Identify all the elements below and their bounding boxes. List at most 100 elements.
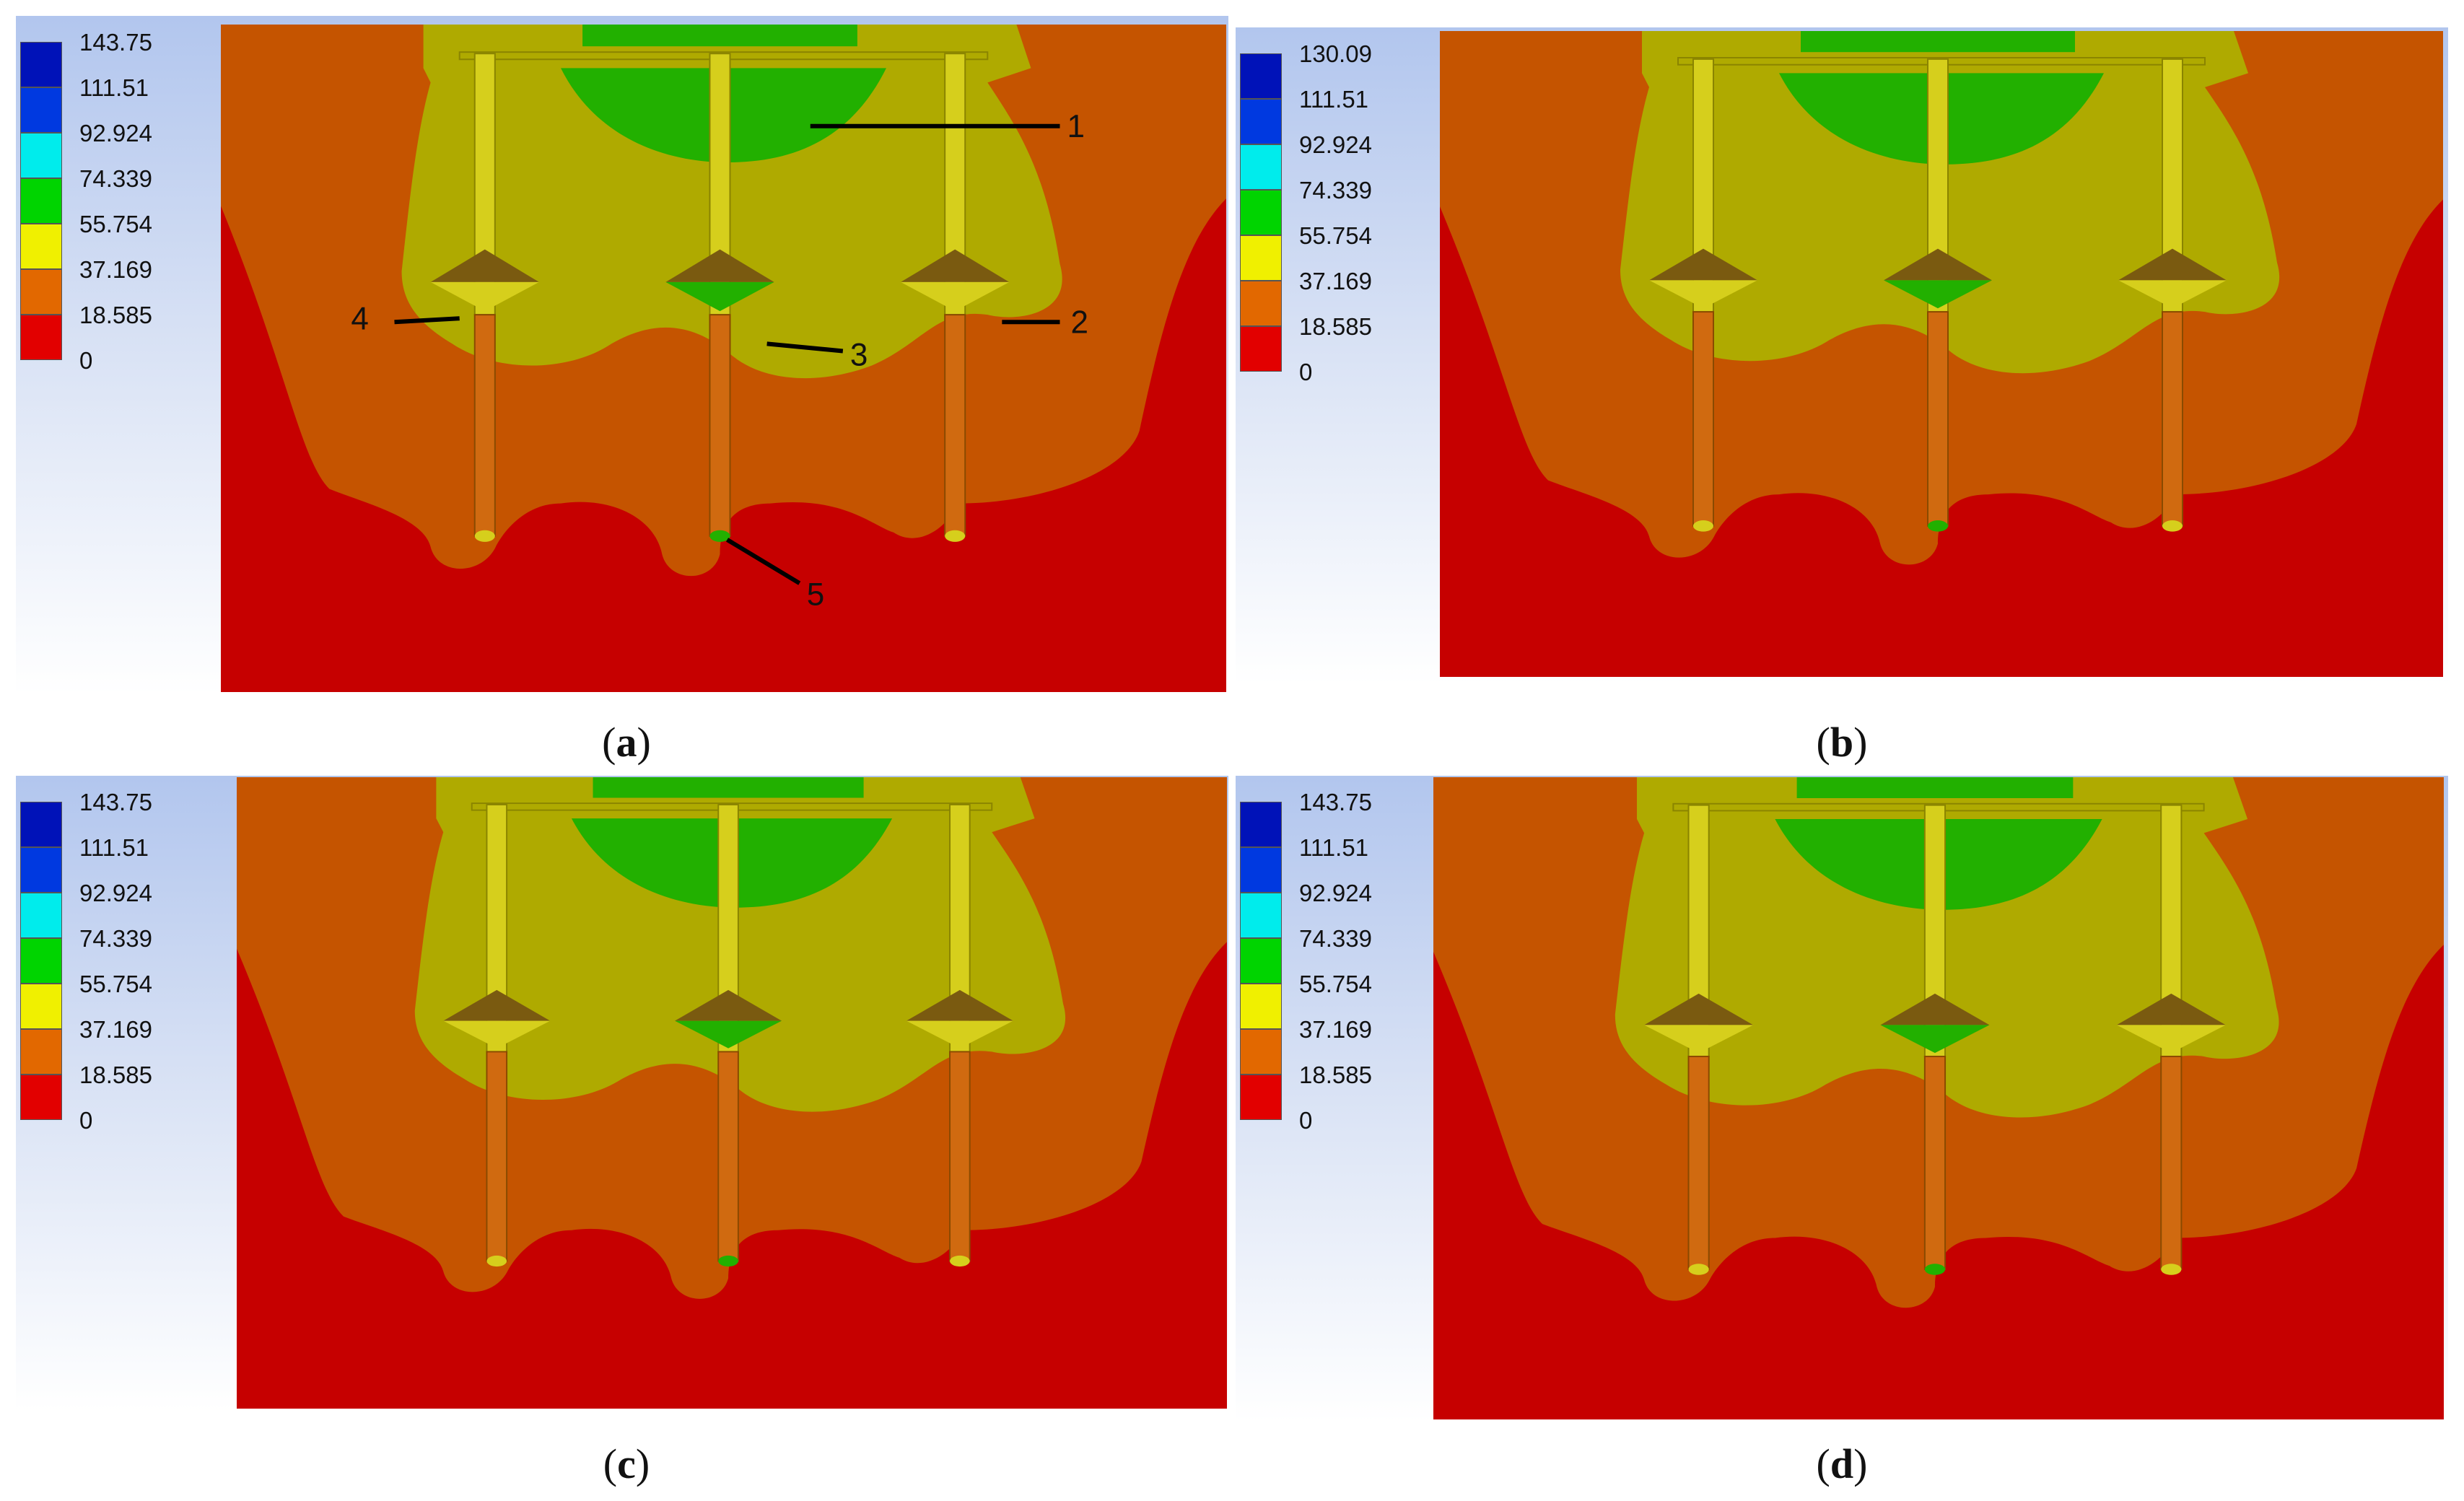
legend-label: 18.585: [79, 1062, 152, 1088]
rod-lower: [944, 314, 966, 537]
cone-top: [906, 989, 1013, 1021]
legend-label: 143.75: [79, 29, 152, 56]
green-zone-top: [1801, 31, 2075, 53]
cone-bottom: [1884, 280, 1992, 309]
rod-lower: [949, 1051, 971, 1262]
rod-2: [675, 804, 782, 1267]
legend-swatch: [1240, 53, 1282, 99]
cone-top: [675, 989, 782, 1021]
legend-swatch: [20, 269, 62, 315]
cone-bottom: [1644, 1025, 1754, 1054]
simulation-svg: [1433, 777, 2444, 1419]
panel-b: 130.09 111.51 92.924 74.339 55.754 37.169 18.5…: [1236, 27, 2448, 684]
rod-lower: [2162, 311, 2183, 527]
legend-label: 92.924: [79, 120, 152, 146]
rod-tip: [1924, 1264, 1946, 1275]
cone-top: [2118, 248, 2227, 281]
panel-d: 143.75 111.51 92.924 74.339 55.754 37.169 18.5…: [1236, 776, 2448, 1422]
legend-swatch: [20, 1029, 62, 1075]
yellow-zone: [414, 777, 1066, 1112]
simulation-view: [1433, 777, 2444, 1419]
legend-swatch: [20, 984, 62, 1029]
simulation-view: [237, 777, 1227, 1409]
legend-swatch: [20, 87, 62, 133]
green-zone-top: [582, 25, 857, 47]
legend-label: 55.754: [1299, 971, 1372, 997]
callout-label: 4: [351, 301, 369, 336]
cone-top: [1884, 248, 1992, 281]
legend-swatch: [1240, 99, 1282, 144]
legend-label: 111.51: [79, 74, 149, 101]
rod-3: [2118, 58, 2227, 532]
cone-bottom: [1880, 1025, 1990, 1054]
cone-top: [1880, 993, 1990, 1025]
panel-c: 143.75 111.51 92.924 74.339 55.754 37.169 18.5…: [16, 776, 1228, 1411]
legend-swatch: [1240, 326, 1282, 372]
rod-lower: [709, 314, 731, 537]
legend-label: 74.339: [79, 925, 152, 952]
legend-label: 74.339: [1299, 177, 1372, 204]
simulation-svg: [1440, 31, 2443, 677]
legend-label: 18.585: [1299, 1062, 1372, 1088]
legend-label: 0: [1299, 1107, 1313, 1134]
rod-lower: [473, 314, 496, 537]
caption-d: (d): [1816, 1440, 1868, 1487]
rod-tip: [2161, 1264, 2182, 1275]
cone-top: [665, 249, 774, 282]
legend-swatch: [20, 802, 62, 847]
yellow-zone: [1620, 31, 2280, 374]
rod-2: [665, 53, 774, 542]
cone-top: [2116, 993, 2226, 1025]
legend-swatch: [1240, 235, 1282, 281]
legend-swatch: [20, 133, 62, 178]
caption-a: (a): [602, 719, 651, 766]
legend-label: 92.924: [79, 880, 152, 906]
simulation-svg: 1 2 3 4 5: [221, 25, 1226, 692]
legend-label: 37.169: [79, 1016, 152, 1043]
legend-swatch: [20, 893, 62, 938]
callout-line: [725, 538, 801, 585]
cone-bottom: [430, 281, 539, 312]
legend-label: 143.75: [79, 789, 152, 815]
legend-swatch: [1240, 847, 1282, 893]
legend-label: 37.169: [1299, 1016, 1372, 1043]
legend-swatch: [1240, 144, 1282, 190]
legend-label: 92.924: [1299, 131, 1372, 158]
rod-lower: [1692, 311, 1714, 527]
legend-swatch: [1240, 281, 1282, 326]
legend-swatch: [20, 42, 62, 87]
cone-top: [430, 249, 539, 282]
rod-lower: [717, 1051, 739, 1262]
green-zone-top: [1796, 777, 2074, 799]
yellow-zone: [1615, 777, 2279, 1118]
callout-line: [394, 316, 460, 325]
rod-1: [430, 53, 539, 542]
simulation-svg: [237, 777, 1227, 1409]
cone-bottom: [665, 281, 774, 312]
caption-c: (c): [603, 1440, 650, 1487]
cone-bottom: [675, 1020, 782, 1049]
cone-bottom: [906, 1020, 1013, 1049]
legend-label: 18.585: [1299, 313, 1372, 340]
legend-swatch: [20, 938, 62, 984]
rod-lower: [1923, 1055, 1947, 1270]
rod-tip: [718, 1255, 738, 1267]
legend-label: 0: [79, 347, 93, 374]
cone-bottom: [2116, 1025, 2226, 1054]
legend-swatch: [20, 178, 62, 224]
rod-3: [2116, 804, 2226, 1275]
rod-2: [1884, 58, 1992, 532]
rod-tip: [1928, 520, 1948, 532]
rod-tip: [1688, 1264, 1709, 1275]
rod-lower: [486, 1051, 508, 1262]
rod-1: [1644, 804, 1754, 1275]
legend-swatch: [1240, 1029, 1282, 1075]
rod-2: [1880, 804, 1990, 1275]
callout-label: 1: [1067, 109, 1085, 144]
cone-bottom: [1649, 280, 1757, 309]
legend-label: 55.754: [79, 971, 152, 997]
panel-a: 143.75 111.51 92.924 74.339 55.754 37.169 18.5…: [16, 16, 1228, 694]
green-zone-top: [593, 777, 864, 798]
legend-label: 111.51: [79, 834, 149, 861]
legend-label: 37.169: [79, 256, 152, 283]
